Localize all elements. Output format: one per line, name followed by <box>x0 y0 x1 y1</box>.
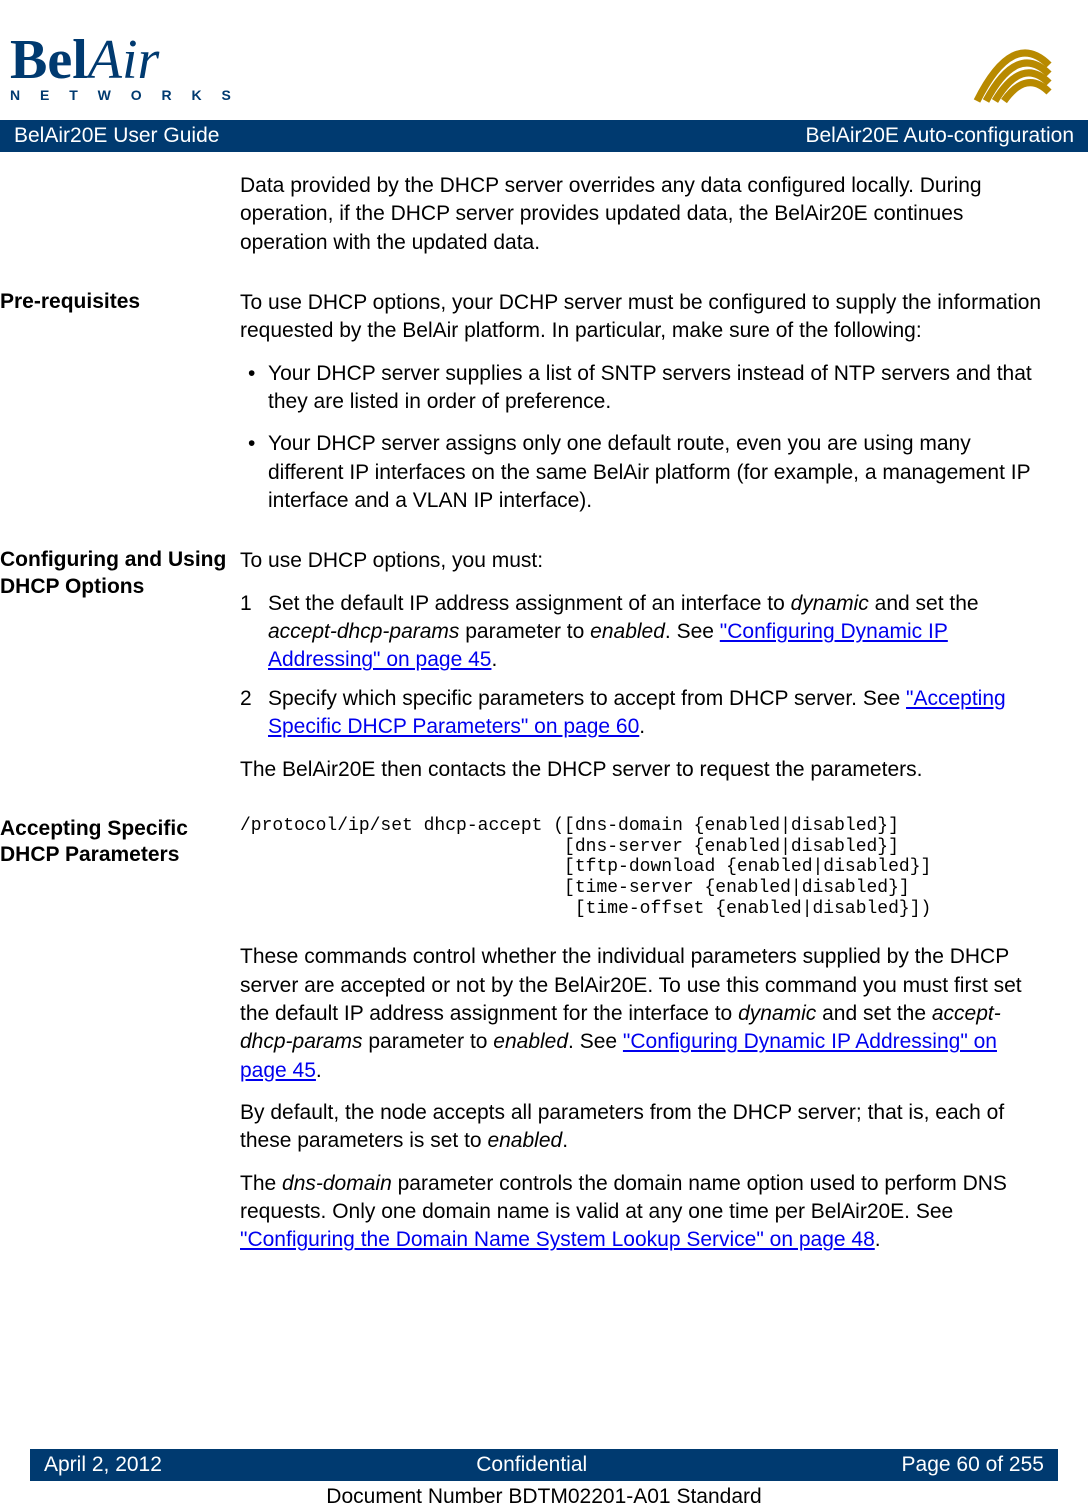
intro-sidebar <box>0 172 240 271</box>
text: . <box>639 715 645 738</box>
configuring-main: To use DHCP options, you must: Set the d… <box>240 547 1048 797</box>
page-header: Bel Air N E T W O R K S <box>0 0 1088 120</box>
configuring-step-1: Set the default IP address assignment of… <box>240 590 1048 675</box>
prerequisites-list: Your DHCP server supplies a list of SNTP… <box>240 360 1048 516</box>
text: The <box>240 1172 282 1195</box>
text-italic: enabled <box>493 1030 568 1053</box>
text: . <box>875 1228 881 1251</box>
logo-wordmark: Bel Air <box>10 28 239 92</box>
text: and set the <box>869 592 979 615</box>
signal-icon <box>968 20 1058 110</box>
configuring-row: Configuring and Using DHCP Options To us… <box>0 547 1048 797</box>
title-right: BelAir20E Auto-configuration <box>806 124 1075 148</box>
prerequisites-bullet-1: Your DHCP server supplies a list of SNTP… <box>240 360 1048 417</box>
text: . <box>491 648 497 671</box>
accepting-heading: Accepting Specific DHCP Parameters <box>0 816 240 1269</box>
intro-main: Data provided by the DHCP server overrid… <box>240 172 1048 271</box>
accepting-para3: The dns-domain parameter controls the do… <box>240 1170 1048 1255</box>
text: Specify which specific parameters to acc… <box>268 687 906 710</box>
intro-paragraph: Data provided by the DHCP server overrid… <box>240 172 1048 257</box>
footer-date: April 2, 2012 <box>44 1453 162 1477</box>
text: Set the default IP address assignment of… <box>268 592 791 615</box>
text-italic: accept-dhcp-params <box>268 620 459 643</box>
text: . <box>562 1129 568 1152</box>
text-italic: dynamic <box>791 592 869 615</box>
accepting-para1: These commands control whether the indiv… <box>240 943 1048 1085</box>
prerequisites-para: To use DHCP options, your DCHP server mu… <box>240 289 1048 346</box>
configuring-step-2: Specify which specific parameters to acc… <box>240 685 1048 742</box>
title-bar: BelAir20E User Guide BelAir20E Auto-conf… <box>0 120 1088 152</box>
document-number: Document Number BDTM02201-A01 Standard <box>0 1485 1088 1509</box>
prerequisites-heading: Pre-requisites <box>0 289 240 529</box>
logo-networks-text: N E T W O R K S <box>10 87 239 103</box>
prerequisites-bullet-2: Your DHCP server assigns only one defaul… <box>240 430 1048 515</box>
configuring-list: Set the default IP address assignment of… <box>240 590 1048 742</box>
configuring-para1: To use DHCP options, you must: <box>240 547 1048 575</box>
footer-bar: April 2, 2012 Confidential Page 60 of 25… <box>30 1449 1058 1481</box>
configuring-para2: The BelAir20E then contacts the DHCP ser… <box>240 756 1048 784</box>
text: parameter to <box>363 1030 494 1053</box>
logo-bel-text: Bel <box>10 28 88 92</box>
configuring-heading: Configuring and Using DHCP Options <box>0 547 240 797</box>
text: parameter to <box>459 620 590 643</box>
prerequisites-row: Pre-requisites To use DHCP options, your… <box>0 289 1048 529</box>
text-italic: dynamic <box>738 1002 816 1025</box>
text: . <box>316 1059 322 1082</box>
logo-belair-networks: Bel Air N E T W O R K S <box>10 28 239 103</box>
accepting-row: Accepting Specific DHCP Parameters /prot… <box>0 816 1048 1269</box>
text: and set the <box>816 1002 932 1025</box>
code-block: /protocol/ip/set dhcp-accept ([dns-domai… <box>240 816 1048 919</box>
accepting-main: /protocol/ip/set dhcp-accept ([dns-domai… <box>240 816 1048 1269</box>
text: . See <box>665 620 720 643</box>
intro-row: Data provided by the DHCP server overrid… <box>0 172 1048 271</box>
content-area: Data provided by the DHCP server overrid… <box>0 152 1088 1269</box>
text: By default, the node accepts all paramet… <box>240 1101 1004 1152</box>
title-left: BelAir20E User Guide <box>14 124 219 148</box>
logo-air-text: Air <box>88 28 160 92</box>
prerequisites-main: To use DHCP options, your DCHP server mu… <box>240 289 1048 529</box>
text-italic: enabled <box>590 620 665 643</box>
footer-page: Page 60 of 255 <box>902 1453 1044 1477</box>
footer-confidential: Confidential <box>476 1453 587 1477</box>
text: . See <box>568 1030 623 1053</box>
link-configuring-dns-lookup[interactable]: "Configuring the Domain Name System Look… <box>240 1228 875 1251</box>
accepting-para2: By default, the node accepts all paramet… <box>240 1099 1048 1156</box>
text-italic: enabled <box>487 1129 562 1152</box>
text-italic: dns-domain <box>282 1172 392 1195</box>
